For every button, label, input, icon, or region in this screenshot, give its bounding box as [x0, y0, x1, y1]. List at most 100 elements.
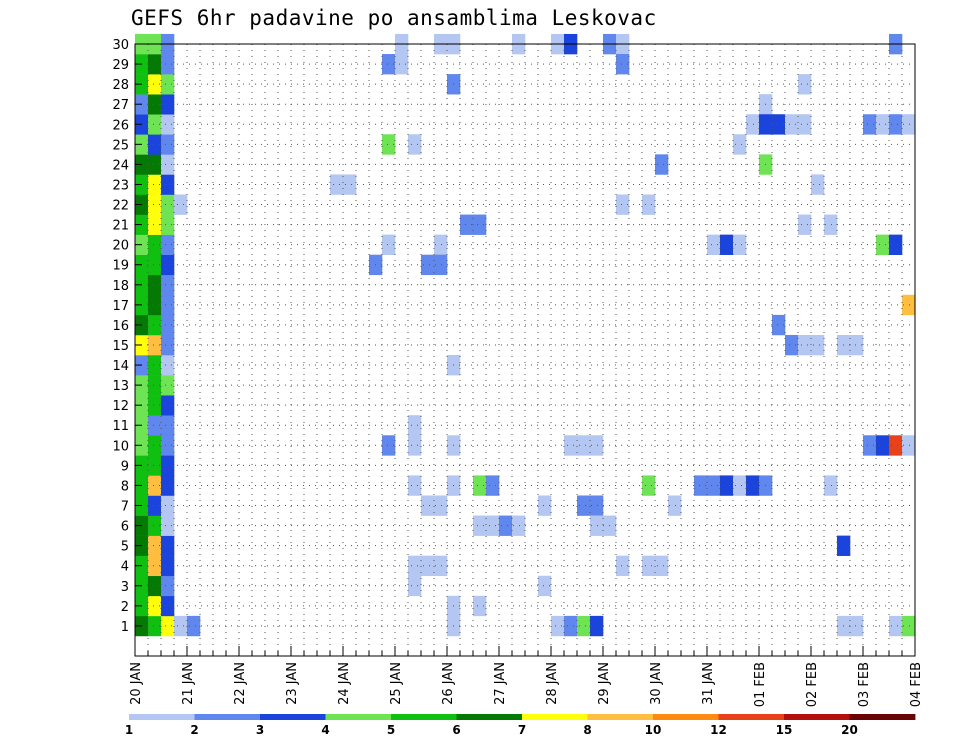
heatmap-cell	[148, 355, 162, 376]
y-tick-label: 18	[112, 279, 129, 294]
heatmap-cell	[642, 555, 656, 577]
heatmap-cell	[655, 154, 669, 175]
heatmap-cell	[148, 575, 162, 597]
heatmap-cell	[798, 74, 812, 95]
x-axis: 20 JAN 21 JAN 22 JAN 23 JAN 24 JAN 25 JAN 26 J…	[129, 646, 924, 707]
heatmap-cell	[148, 555, 162, 577]
colorbar-label: 2	[190, 723, 198, 737]
heatmap-cell	[161, 615, 175, 637]
heatmap-cell	[174, 194, 188, 215]
colorbar-swatch	[391, 714, 457, 720]
heatmap-cell	[148, 154, 162, 175]
y-tick-label: 11	[112, 419, 129, 434]
heatmap-cell	[486, 515, 500, 536]
x-tick-label: 31 JAN	[701, 662, 716, 705]
heatmap-cell	[174, 615, 188, 637]
colorbar-swatch	[522, 714, 588, 720]
y-tick-label: 23	[112, 178, 129, 193]
x-tick-label: 25 JAN	[389, 662, 404, 705]
colorbar-label: 7	[518, 723, 526, 737]
heatmap-cell	[720, 234, 734, 255]
y-tick-label: 26	[112, 118, 129, 133]
heatmap-cell	[148, 334, 162, 356]
y-tick-label: 16	[112, 319, 129, 334]
heatmap-cell	[382, 54, 396, 75]
y-tick-label: 3	[121, 580, 129, 595]
x-tick-label: 02 FEB	[805, 662, 820, 707]
heatmap-cell	[577, 615, 591, 637]
heatmap-cell	[161, 94, 175, 115]
heatmap-cell	[148, 294, 162, 316]
y-tick-label: 15	[112, 339, 129, 354]
colorbar-swatch	[784, 714, 850, 720]
heatmap-cell	[148, 54, 162, 75]
y-tick-label: 5	[121, 540, 129, 555]
heatmap-cell	[590, 515, 604, 536]
heatmap-cell	[707, 234, 721, 255]
y-tick-label: 19	[112, 259, 129, 274]
heatmap-cell	[148, 274, 162, 296]
y-tick-label: 7	[121, 500, 129, 515]
heatmap-cell	[590, 435, 604, 456]
heatmap-cell	[148, 134, 162, 155]
heatmap-cell	[395, 54, 409, 75]
heatmap-cell	[473, 595, 487, 617]
y-tick-label: 21	[112, 219, 129, 234]
colorbar-swatch	[129, 714, 195, 720]
heatmap-cell	[148, 174, 162, 195]
colorbar-label: 15	[776, 723, 793, 737]
heatmap-cell	[148, 194, 162, 215]
heatmap-cell	[642, 475, 656, 496]
colorbar-swatch	[587, 714, 654, 720]
colorbar-label: 5	[387, 723, 395, 737]
y-tick-label: 27	[112, 98, 129, 113]
heatmap-cell	[551, 615, 565, 637]
heatmap-cell	[902, 114, 916, 135]
heatmap-cell	[863, 114, 877, 135]
x-tick-label: 22 JAN	[233, 662, 248, 705]
y-tick-label: 25	[112, 138, 129, 153]
y-tick-label: 12	[112, 399, 129, 414]
colorbar: 1 2 3 4 5 6 7 8 10 12 15 20	[125, 714, 916, 737]
colorbar-label: 8	[583, 723, 591, 737]
y-tick-label: 13	[112, 379, 129, 394]
heatmap-cell	[148, 455, 162, 476]
heatmap-cell	[161, 455, 175, 476]
heatmap-cell	[161, 174, 175, 195]
heatmap-cell	[148, 475, 162, 496]
heatmap-cell	[577, 435, 591, 456]
y-tick-label: 1	[121, 620, 129, 635]
y-tick-label: 9	[121, 459, 129, 474]
heatmap-cell	[434, 555, 448, 577]
heatmap-cell	[408, 134, 422, 155]
heatmap-cell	[161, 575, 175, 597]
x-tick-label: 04 FEB	[909, 662, 924, 707]
colorbar-swatch	[456, 714, 523, 720]
heatmap-cell	[161, 495, 175, 516]
colorbar-label: 12	[710, 723, 727, 737]
heatmap-cell	[148, 495, 162, 516]
y-tick-label: 6	[121, 520, 129, 535]
heatmap-cell	[733, 475, 747, 496]
heatmap-cell	[408, 415, 422, 436]
heatmap-cell	[863, 435, 877, 456]
heatmap-cell	[889, 435, 903, 456]
dotted-grid	[135, 43, 915, 656]
heatmap-cell	[616, 555, 630, 577]
heatmap-cell	[161, 515, 175, 536]
heatmap-cell	[473, 214, 487, 235]
y-axis: 1234567891011121314151617181920212223242…	[112, 38, 142, 635]
heatmap-cell	[148, 314, 162, 336]
heatmap-cell	[538, 495, 552, 516]
x-tick-label: 20 JAN	[129, 662, 144, 705]
colorbar-label: 20	[841, 723, 858, 737]
heatmap-cell	[616, 54, 630, 75]
heatmap-cell	[902, 294, 916, 316]
x-tick-label: 03 FEB	[857, 662, 872, 707]
heatmap-cell	[161, 114, 175, 135]
x-tick-label: 21 JAN	[181, 662, 196, 705]
x-tick-label: 24 JAN	[337, 662, 352, 705]
x-tick-label: 23 JAN	[285, 662, 300, 705]
heatmap-cell	[408, 555, 422, 577]
